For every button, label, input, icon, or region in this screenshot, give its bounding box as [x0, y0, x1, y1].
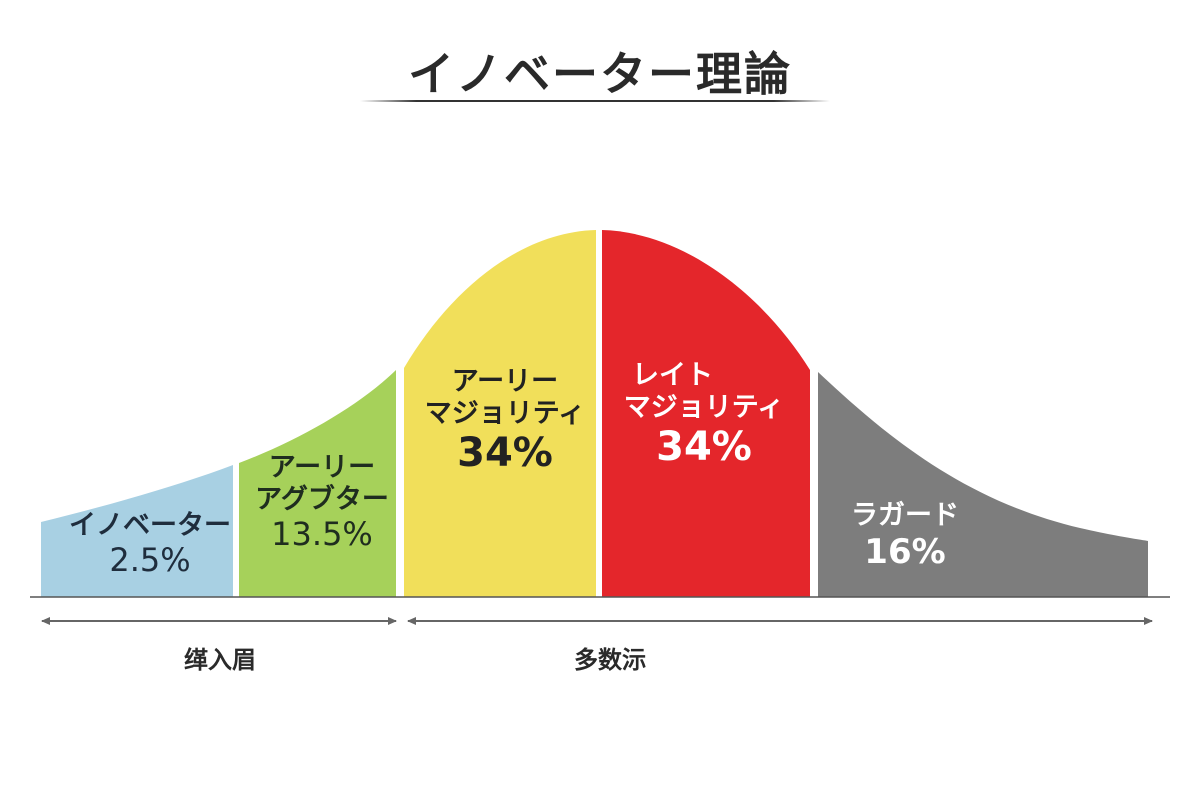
group-label-majority: 多数沶 [574, 646, 646, 674]
label-laggards: ラガード 16% [851, 500, 959, 572]
group-label-early-market: 缂入眉 [184, 646, 256, 674]
page-title: イノベーター理論 [408, 47, 792, 101]
label-early-adopters: アーリー アグブター 13.5% [255, 452, 389, 553]
segment-early-adopters [239, 370, 396, 597]
label-late-majority: レイト マジョリティ 34% [623, 360, 785, 470]
label-innovators: イノベーター 2.5% [69, 510, 231, 579]
segment-laggards [818, 372, 1148, 597]
title-underline [360, 100, 830, 102]
segment-early-majority [404, 230, 596, 597]
label-early-majority: アーリー マジョリティ 34% [424, 366, 586, 476]
segment-innovators [41, 465, 233, 597]
segment-late-majority [602, 230, 810, 597]
